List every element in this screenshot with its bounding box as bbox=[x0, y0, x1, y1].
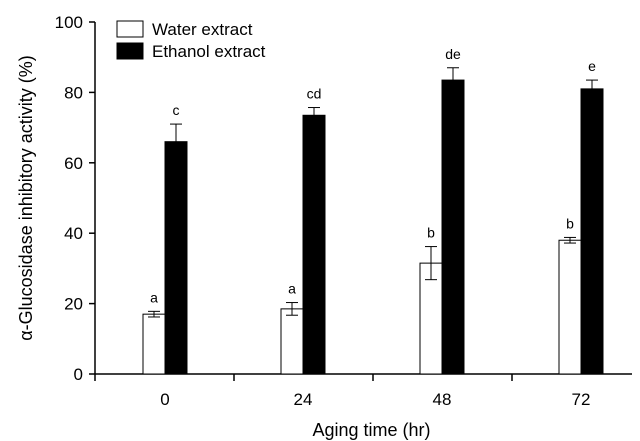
significance-letter: b bbox=[566, 215, 574, 231]
error-bar bbox=[447, 67, 459, 81]
x-tick-label: 0 bbox=[160, 390, 169, 409]
error-bar bbox=[564, 236, 576, 244]
significance-letter: b bbox=[427, 225, 435, 241]
x-axis-title: Aging time (hr) bbox=[312, 420, 430, 440]
ethanol-extract-bar bbox=[164, 141, 188, 375]
error-bar bbox=[308, 107, 320, 116]
x-tick-label: 24 bbox=[294, 390, 313, 409]
x-tick-label: 72 bbox=[572, 390, 591, 409]
y-tick-label: 40 bbox=[64, 224, 83, 243]
legend-label-ethanol-extract: Ethanol extract bbox=[152, 42, 266, 61]
y-tick-label: 100 bbox=[55, 13, 83, 32]
y-tick-label: 20 bbox=[64, 295, 83, 314]
error-bar bbox=[286, 302, 298, 316]
y-ticks: 0 20 40 60 80 100 bbox=[55, 13, 95, 384]
y-axis-title: α-Glucosidase inhibitory activity (%) bbox=[16, 55, 36, 341]
water-extract-bar bbox=[142, 313, 166, 375]
x-ticks: 0 24 48 72 bbox=[94, 374, 591, 409]
legend-swatch-ethanol-extract bbox=[116, 42, 144, 60]
significance-letter: a bbox=[288, 281, 296, 297]
ethanol-extract-bar bbox=[441, 79, 465, 375]
error-bar bbox=[586, 79, 598, 89]
y-tick-label: 80 bbox=[64, 83, 83, 102]
significance-letter: cd bbox=[307, 86, 322, 102]
water-extract-bar bbox=[280, 308, 304, 375]
significance-letter: c bbox=[173, 102, 180, 118]
water-extract-bar bbox=[558, 239, 582, 375]
error-bar bbox=[170, 123, 182, 142]
y-tick-label: 60 bbox=[64, 154, 83, 173]
error-bar bbox=[425, 246, 437, 281]
legend-swatch-water-extract bbox=[116, 20, 144, 38]
significance-letter: e bbox=[588, 58, 596, 74]
error-bar bbox=[148, 310, 160, 318]
legend: Water extract Ethanol extract bbox=[116, 20, 266, 61]
ethanol-extract-bar bbox=[302, 114, 326, 375]
x-tick-label: 48 bbox=[433, 390, 452, 409]
legend-label-water-extract: Water extract bbox=[152, 20, 253, 39]
bars bbox=[142, 79, 604, 375]
y-tick-label: 0 bbox=[74, 365, 83, 384]
significance-labels: a a b b c cd de e bbox=[150, 46, 596, 306]
significance-letter: a bbox=[150, 289, 158, 305]
ethanol-extract-bar bbox=[580, 88, 604, 375]
significance-letter: de bbox=[445, 46, 461, 62]
error-bars bbox=[148, 67, 598, 318]
